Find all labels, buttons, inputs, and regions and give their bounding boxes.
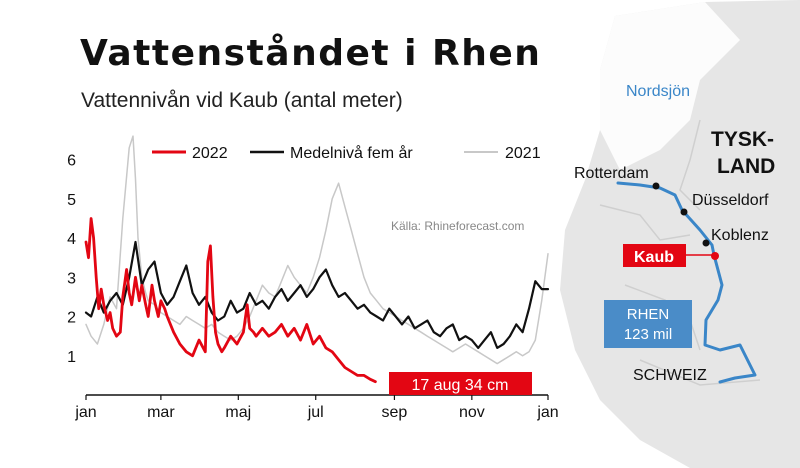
city-dot-rotterdam bbox=[652, 182, 660, 190]
south-country-label: SCHWEIZ bbox=[633, 367, 707, 384]
legend-label-average: Medelnivå fem år bbox=[290, 144, 413, 162]
series-line-2021 bbox=[85, 135, 549, 365]
x-tick-label: jul bbox=[307, 404, 324, 421]
legend-label-2021: 2021 bbox=[505, 145, 541, 162]
y-tick-label: 1 bbox=[67, 349, 76, 366]
legend: 2022 Medelnivå fem år 2021 bbox=[152, 144, 541, 162]
legend-label-2022: 2022 bbox=[192, 145, 228, 162]
river-length: 123 mil bbox=[624, 326, 672, 343]
end-annotation: 17 aug 34 cm bbox=[389, 372, 532, 395]
x-tick-label: jan bbox=[536, 404, 558, 421]
country-label-line1: TYSK- bbox=[711, 128, 774, 151]
chart-subtitle: Vattennivån vid Kaub (antal meter) bbox=[81, 89, 403, 112]
y-tick-label: 3 bbox=[67, 270, 76, 287]
river-info-box bbox=[604, 300, 692, 348]
series-line-2022 bbox=[84, 217, 377, 384]
kaub-location-dot bbox=[711, 252, 719, 260]
city-label-rotterdam: Rotterdam bbox=[574, 165, 649, 182]
y-tick-label: 2 bbox=[67, 310, 76, 327]
source-note: Källa: Rhineforecast.com bbox=[391, 219, 524, 233]
series-line-average bbox=[84, 240, 550, 349]
city-dot-dusseldorf bbox=[680, 208, 688, 216]
y-tick-label: 5 bbox=[67, 192, 76, 209]
plot-lines bbox=[84, 135, 550, 384]
x-tick-label: maj bbox=[225, 404, 251, 421]
kaub-label: Kaub bbox=[634, 249, 674, 266]
y-tick-label: 6 bbox=[67, 153, 76, 170]
city-dot-koblenz bbox=[702, 239, 710, 247]
end-annotation-box bbox=[389, 372, 532, 395]
river-name: RHEN bbox=[627, 306, 670, 323]
chart-title: Vattenståndet i Rhen bbox=[80, 33, 541, 74]
north-sea-area bbox=[600, 2, 740, 170]
kaub-label-box bbox=[623, 244, 686, 267]
x-tick-label: sep bbox=[382, 404, 408, 421]
x-tick-label: nov bbox=[459, 404, 485, 421]
rhine-river bbox=[616, 181, 757, 384]
map-panel: Nordsjön TYSK- LAND Rotterdam Düsseldorf… bbox=[560, 0, 800, 468]
x-tick-label: jan bbox=[74, 404, 96, 421]
city-label-dusseldorf: Düsseldorf bbox=[692, 192, 769, 209]
sea-label: Nordsjön bbox=[626, 83, 690, 100]
y-tick-label: 4 bbox=[67, 231, 76, 248]
x-tick-label: mar bbox=[147, 404, 175, 421]
city-label-koblenz: Koblenz bbox=[711, 227, 769, 244]
country-label-line2: LAND bbox=[717, 155, 775, 178]
end-annotation-label: 17 aug 34 cm bbox=[412, 377, 509, 394]
